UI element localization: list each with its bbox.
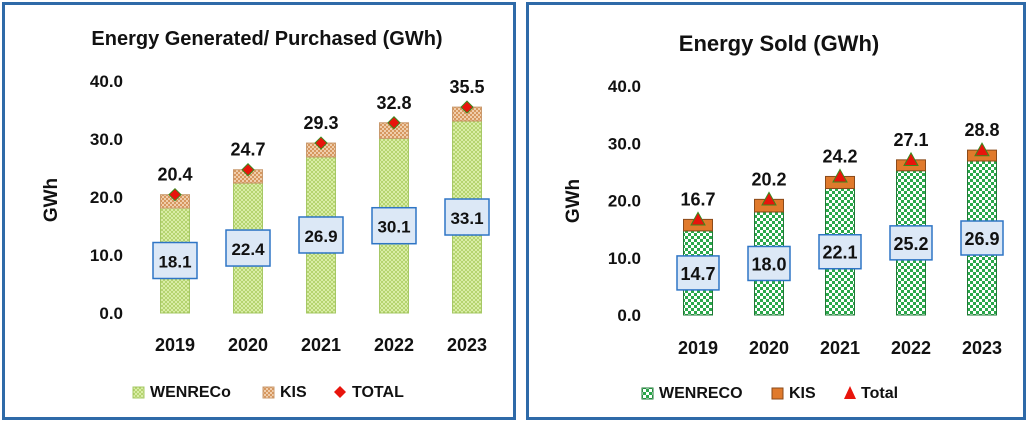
legend-label: Total	[861, 385, 898, 402]
x-tick-label: 2021	[301, 335, 341, 355]
total-marker	[241, 163, 255, 177]
data-label-box	[444, 198, 490, 236]
y-axis-label: GWh	[563, 179, 584, 223]
data-label-wenreco: 26.9	[304, 227, 337, 246]
legend-swatch-total	[334, 386, 346, 398]
data-label-wenreco: 18.0	[751, 254, 786, 274]
y-tick-label: 10.0	[90, 246, 123, 265]
data-label-total: 16.7	[680, 189, 715, 209]
total-marker	[690, 211, 706, 226]
x-tick-label: 2022	[374, 335, 414, 355]
total-marker	[903, 151, 919, 166]
data-label-total: 24.2	[822, 146, 857, 166]
y-tick-label: 0.0	[99, 304, 123, 323]
data-label-total: 29.3	[303, 113, 338, 133]
data-label-wenreco: 22.1	[822, 243, 857, 263]
data-label-total: 20.4	[157, 165, 192, 185]
x-tick-label: 2019	[678, 338, 718, 358]
energy-sold-panel: Energy Sold (GWh) GWh 0.0 10.0 20.0 30.0 40.…	[526, 2, 1026, 420]
data-label-wenreco: 30.1	[377, 218, 410, 237]
data-label-total: 32.8	[376, 93, 411, 113]
y-tick-label: 10.0	[608, 249, 641, 268]
legend-label: WENRECO	[659, 385, 743, 402]
data-label-box	[225, 229, 271, 267]
chart-title: Energy Generated/ Purchased (GWh)	[91, 28, 442, 50]
x-tick-label: 2022	[891, 338, 931, 358]
energy-generated-panel: Energy Generated/ Purchased (GWh) GWh 0.…	[2, 2, 516, 420]
data-label-wenreco: 26.9	[964, 229, 999, 249]
data-label-total: 27.1	[893, 130, 928, 150]
data-label-wenreco: 22.4	[231, 240, 265, 259]
energy-generated-chart: Energy Generated/ Purchased (GWh) GWh 0.…	[41, 28, 490, 401]
data-label-wenreco: 25.2	[893, 234, 928, 254]
total-marker	[460, 100, 474, 114]
legend-label: WENRECo	[150, 384, 231, 401]
data-label-total: 24.7	[230, 140, 265, 160]
data-label-box	[960, 220, 1004, 256]
legend-label: KIS	[280, 384, 307, 401]
data-label-wenreco: 33.1	[450, 209, 483, 228]
x-tick-label: 2019	[155, 335, 195, 355]
x-tick-label: 2023	[447, 335, 487, 355]
data-label-box	[889, 225, 933, 261]
data-label-box	[152, 241, 198, 280]
y-tick-label: 20.0	[608, 192, 641, 211]
total-marker	[832, 168, 848, 183]
data-label-box	[676, 255, 720, 291]
legend-swatch-wenreco	[132, 386, 145, 399]
x-tick-label: 2020	[228, 335, 268, 355]
data-label-total: 20.2	[751, 169, 786, 189]
total-marker	[168, 187, 182, 202]
data-label-box	[747, 245, 791, 282]
data-label-box	[371, 206, 417, 245]
y-tick-label: 30.0	[608, 134, 641, 153]
y-tick-label: 20.0	[90, 188, 123, 207]
total-marker	[761, 191, 777, 206]
legend-swatch-total	[844, 386, 856, 399]
energy-sold-chart: Energy Sold (GWh) GWh 0.0 10.0 20.0 30.0 40.…	[563, 31, 1004, 402]
total-marker	[314, 136, 328, 150]
plot-area: 0.0 10.0 20.0 30.0 40.0 14.7 16.7 2019 18.0 20.2 2…	[608, 77, 1004, 402]
data-label-total: 35.5	[449, 77, 484, 97]
plot-area: 0.0 10.0 20.0 30.0 40.0 18.1 20.4 2019 22.4 24.7 2…	[90, 72, 490, 401]
x-tick-label: 2023	[962, 338, 1002, 358]
y-tick-label: 0.0	[617, 306, 641, 325]
data-label-wenreco: 18.1	[158, 253, 191, 272]
x-tick-label: 2021	[820, 338, 860, 358]
legend-swatch-wenreco	[641, 387, 654, 400]
data-label-box	[818, 233, 862, 270]
legend-swatch-kis	[262, 386, 275, 399]
legend-label: TOTAL	[352, 384, 404, 401]
y-tick-label: 30.0	[90, 130, 123, 149]
legend-swatch-kis	[771, 387, 784, 400]
data-label-box	[298, 216, 344, 254]
total-marker	[387, 116, 401, 130]
y-tick-label: 40.0	[608, 77, 641, 96]
x-tick-label: 2020	[749, 338, 789, 358]
data-label-wenreco: 14.7	[680, 264, 715, 284]
y-tick-label: 40.0	[90, 72, 123, 91]
legend-label: KIS	[789, 385, 816, 402]
data-label-total: 28.8	[964, 120, 999, 140]
chart-title: Energy Sold (GWh)	[679, 31, 879, 56]
total-marker	[974, 142, 990, 157]
y-axis-label: GWh	[41, 178, 62, 222]
